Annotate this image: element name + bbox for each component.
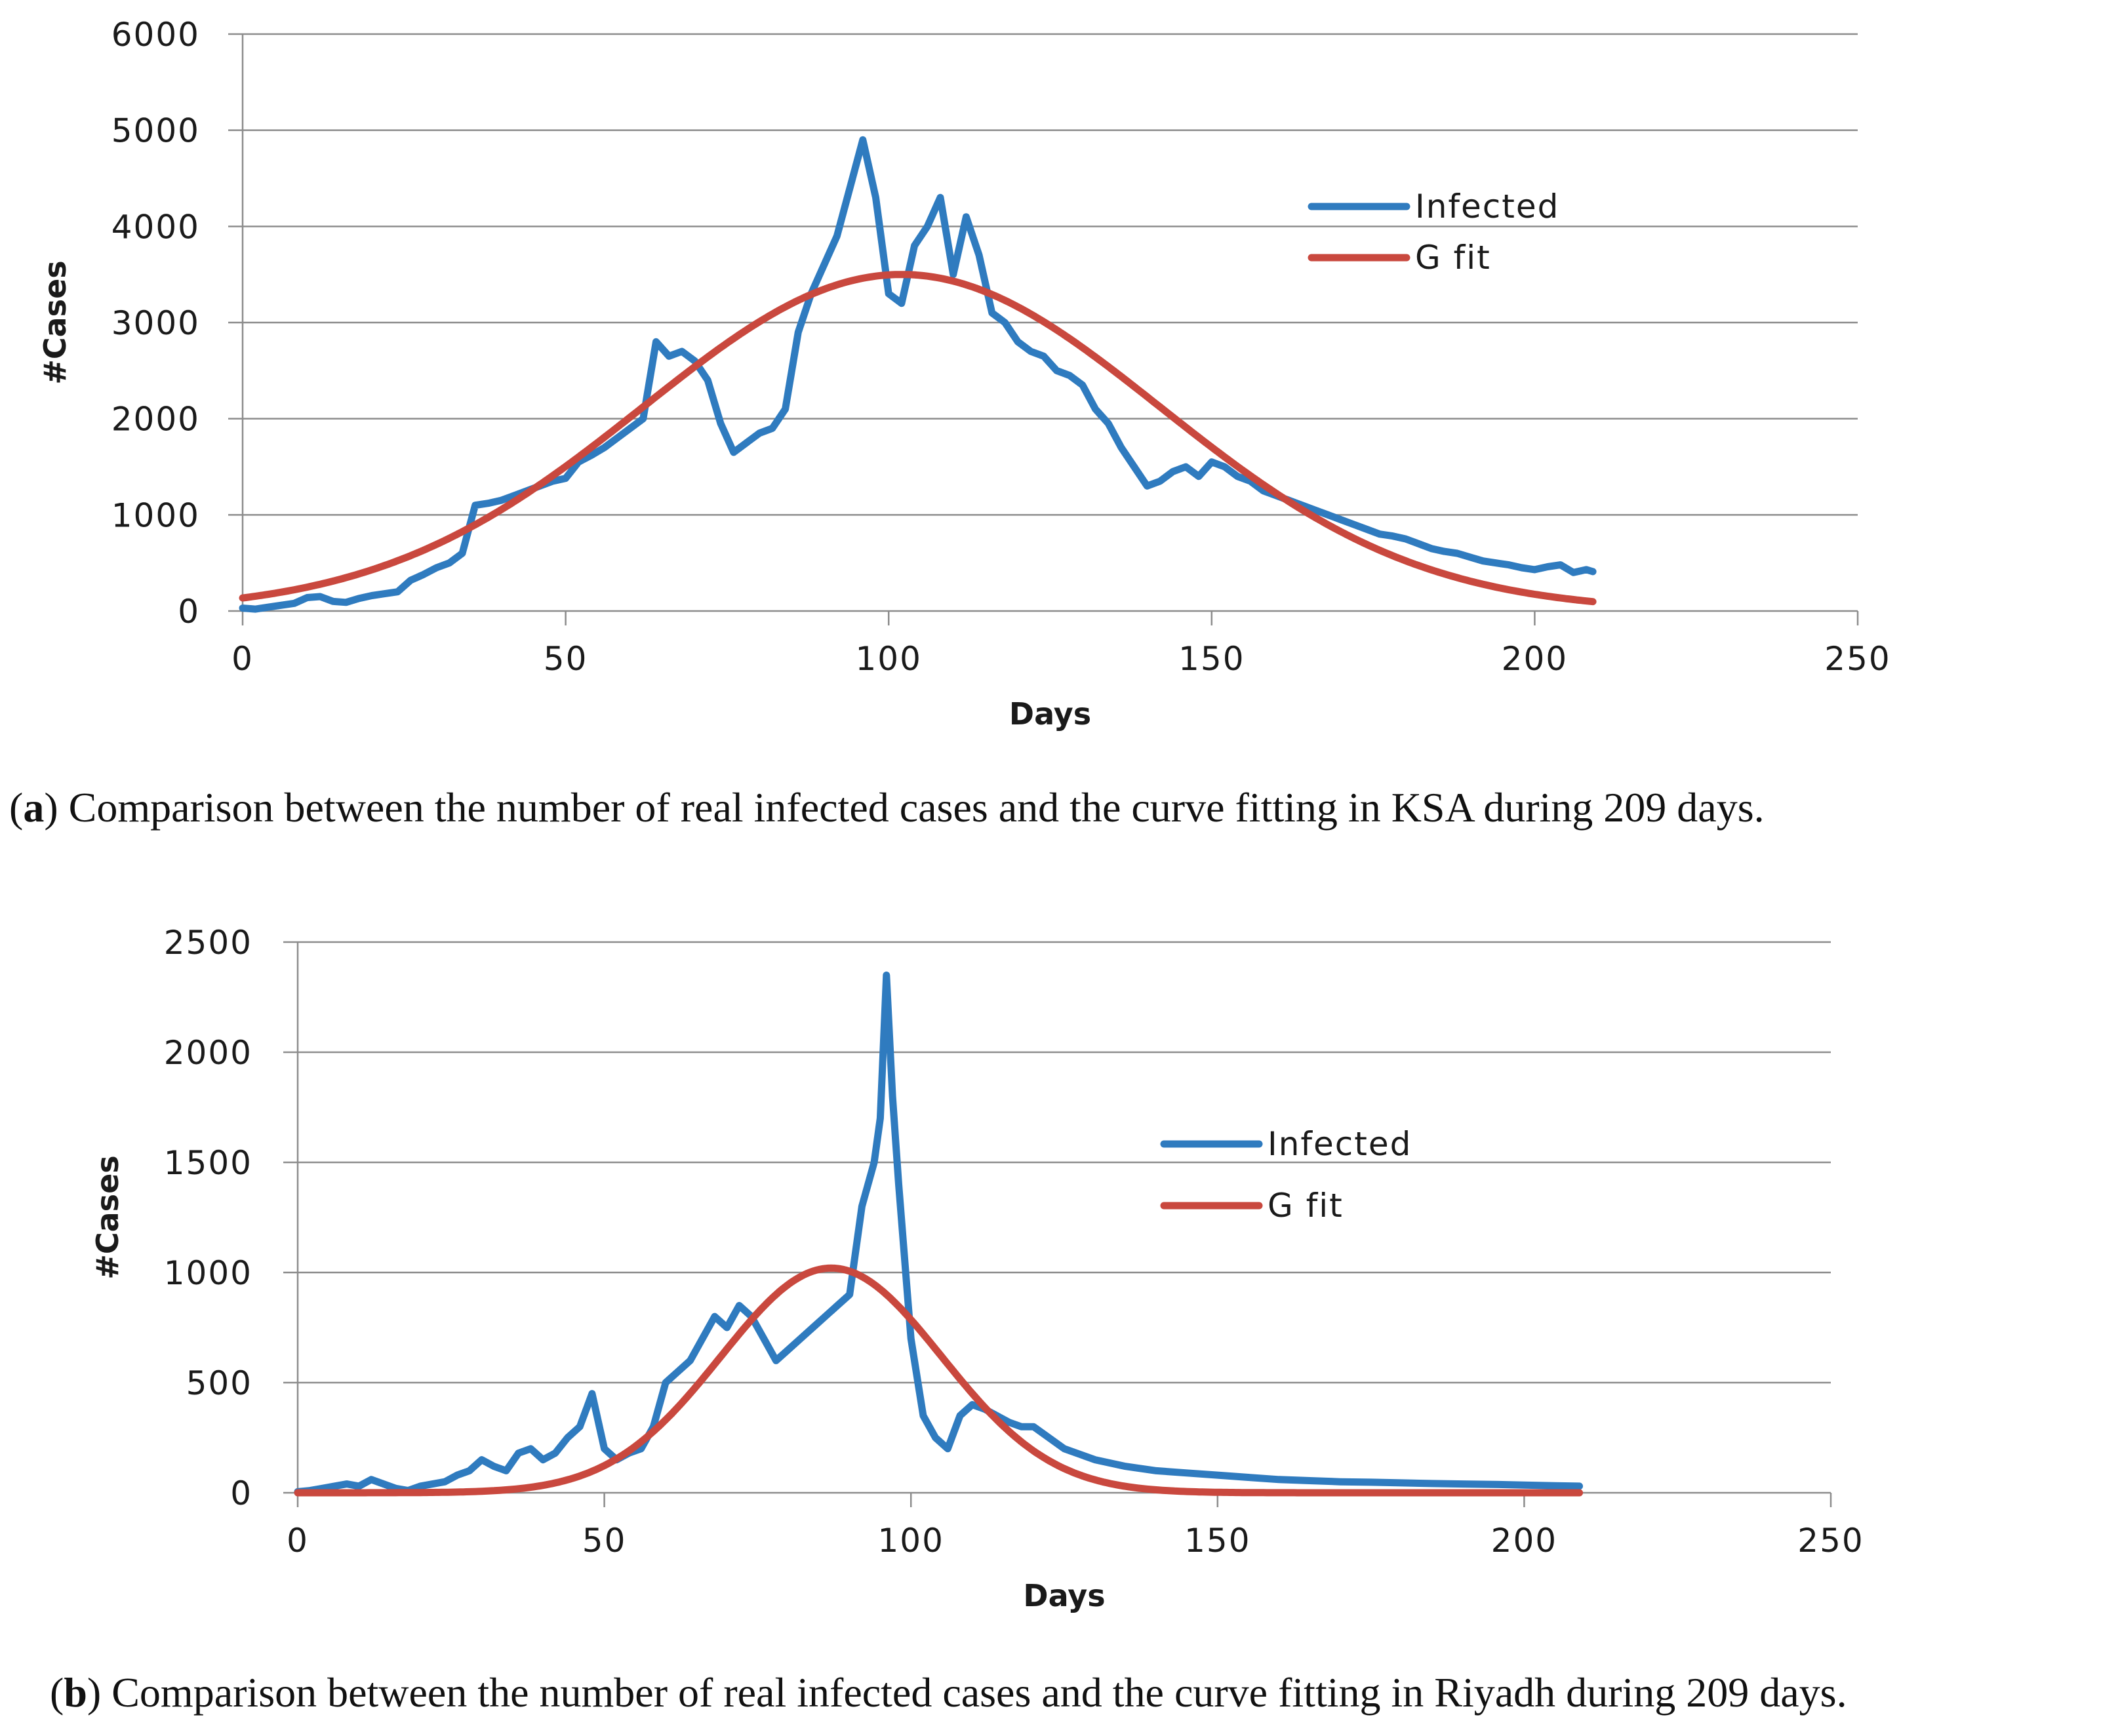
x-tick-label: 250 [1824,640,1890,678]
x-tick-label: 0 [287,1522,309,1560]
y-tick-label: 1000 [164,1254,252,1292]
y-tick-label: 2500 [164,924,252,962]
y-tick-label: 2000 [164,1034,252,1072]
y-tick-label: 6000 [111,16,200,54]
x-tick-label: 100 [877,1522,944,1560]
caption-a-text: Comparison between the number of real in… [68,784,1765,831]
legend-label: Infected [1415,187,1559,226]
x-tick-label: 100 [855,640,921,678]
x-tick-label: 50 [582,1522,627,1560]
series-line-g-fit [294,1264,1584,1497]
y-tick-label: 500 [186,1364,252,1402]
y-axis-label: #Cases [90,1155,125,1279]
y-tick-label: 1000 [111,496,200,534]
caption-a: (a) Comparison between the number of rea… [9,784,1765,831]
x-tick-label: 150 [1184,1522,1250,1560]
x-axis-label: Days [1009,696,1091,732]
x-tick-label: 200 [1502,640,1568,678]
x-tick-label: 200 [1491,1522,1557,1560]
caption-b: (b) Comparison between the number of rea… [50,1669,1847,1716]
series-line-infected [239,136,1597,613]
x-tick-label: 150 [1178,640,1245,678]
series-line-g-fit [239,271,1597,606]
x-tick-label: 250 [1797,1522,1864,1560]
x-axis-label: Days [1023,1578,1105,1613]
y-tick-label: 4000 [111,208,200,246]
y-tick-label: 0 [178,593,200,631]
y-tick-label: 2000 [111,401,200,439]
chart-ksa: 0 1000 2000 3000 4000 5000 6000 0 50 100 150 200 250… [37,16,1890,732]
series-line-infected [294,971,1584,1495]
legend-label: Infected [1268,1125,1412,1163]
caption-b-label: b [64,1669,87,1716]
y-tick-label: 1500 [164,1144,252,1182]
x-tick-label: 50 [544,640,588,678]
legend-label: G fit [1415,239,1491,277]
y-tick-label: 0 [230,1474,252,1512]
legend-label: G fit [1268,1187,1344,1225]
caption-a-label: a [23,784,45,831]
y-axis-label: #Cases [37,260,73,384]
chart-riyadh: 0 500 1000 1500 2000 2500 0 50 100 150 200 250 Days #… [90,924,1864,1613]
caption-b-text: Comparison between the number of real in… [111,1669,1847,1716]
x-tick-label: 0 [231,640,254,678]
y-tick-label: 3000 [111,304,200,342]
y-tick-label: 5000 [111,112,200,150]
